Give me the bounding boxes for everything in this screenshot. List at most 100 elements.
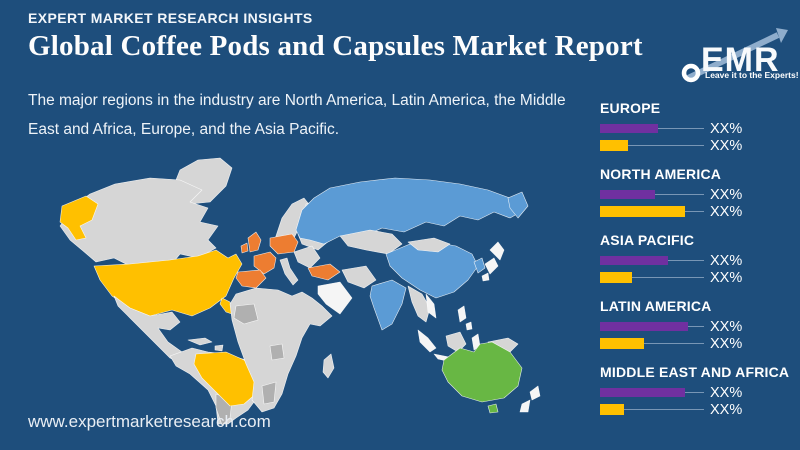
- legend-heading: LATIN AMERICA: [600, 298, 712, 314]
- map-central-africa-patch: [269, 343, 285, 361]
- yellow-bar: [600, 404, 624, 415]
- legend-bar-row-yellow: XX%: [600, 137, 796, 154]
- percent-label: XX%: [710, 335, 743, 352]
- legend-bar-row-purple: XX%: [600, 120, 796, 137]
- legend-heading: EUROPE: [600, 100, 661, 116]
- description: The major regions in the industry are No…: [28, 86, 588, 144]
- legend-bar-row-purple: XX%: [600, 318, 796, 335]
- purple-bar: [600, 190, 655, 199]
- legend-heading: MIDDLE EAST AND AFRICA: [600, 364, 790, 380]
- map-sumatra: [417, 329, 437, 353]
- legend-heading: ASIA PACIFIC: [600, 232, 695, 248]
- percent-label: XX%: [710, 318, 743, 335]
- leader-line: [655, 194, 704, 195]
- description-line-1: The major regions in the industry are No…: [28, 92, 566, 109]
- map-vietnam: [425, 293, 437, 319]
- map-germany-poland: [269, 233, 299, 255]
- map-florida: [219, 297, 233, 315]
- map-india: [369, 279, 407, 331]
- percent-label: XX%: [710, 186, 743, 203]
- legend-bar-row-purple: XX%: [600, 186, 796, 203]
- logo-tagline: Leave it to the Experts!: [705, 70, 799, 80]
- map-mongolia: [407, 237, 451, 253]
- map-indochina: [407, 285, 431, 323]
- yellow-bar: [600, 206, 685, 217]
- map-kamchatka: [507, 191, 529, 219]
- legend-bar-row-yellow: XX%: [600, 269, 796, 286]
- legend-region-latin-america: LATIN AMERICA XX% XX%: [600, 298, 796, 352]
- map-ireland: [240, 242, 249, 254]
- map-uk: [247, 231, 262, 253]
- purple-bar: [600, 124, 658, 133]
- emr-logo-graphic: EMR: [681, 28, 788, 83]
- legend-bar-row-yellow: XX%: [600, 401, 796, 418]
- map-central-asia: [339, 229, 403, 255]
- map-japan-main: [484, 257, 499, 275]
- map-west-africa-patch: [233, 303, 259, 325]
- footer-url[interactable]: www.expertmarketresearch.com: [28, 412, 271, 431]
- percent-label: XX%: [710, 269, 743, 286]
- map-australia: [441, 341, 523, 403]
- map-southern-africa-patch: [261, 381, 277, 405]
- emr-logo: EMR Leave it to the Experts!: [680, 26, 799, 88]
- logo-text: EMR: [701, 41, 780, 79]
- map-arabia: [317, 281, 353, 315]
- map-japan-south: [481, 272, 490, 282]
- world-map: [59, 157, 541, 426]
- map-brazil: [193, 351, 261, 407]
- percent-label: XX%: [710, 384, 743, 401]
- legend-region-north-america: NORTH AMERICA XX% XX%: [600, 166, 796, 220]
- yellow-bar: [600, 140, 628, 151]
- legend-region-europe: EUROPE XX% XX%: [600, 100, 796, 154]
- percent-label: XX%: [710, 120, 743, 137]
- description-line-2: East and Africa, Europe, and the Asia Pa…: [28, 121, 340, 138]
- region-legend: EUROPE XX% XX% NORTH AMERICA XX% XX% ASI…: [600, 100, 796, 430]
- eyebrow-label: EXPERT MARKET RESEARCH INSIGHTS: [28, 10, 313, 26]
- purple-bar: [600, 388, 685, 397]
- leader-line: [685, 392, 704, 393]
- page-title: Global Coffee Pods and Capsules Market R…: [28, 30, 643, 62]
- legend-heading: NORTH AMERICA: [600, 166, 722, 182]
- percent-label: XX%: [710, 203, 743, 220]
- percent-label: XX%: [710, 137, 743, 154]
- leader-line: [624, 409, 704, 410]
- map-mexico: [113, 295, 195, 367]
- map-tasmania: [487, 403, 499, 414]
- leader-line: [658, 128, 704, 129]
- leader-line: [628, 145, 704, 146]
- legend-bar-row-yellow: XX%: [600, 203, 796, 220]
- map-balkans: [293, 245, 321, 269]
- leader-line: [668, 260, 704, 261]
- map-russia: [295, 177, 525, 245]
- logo-ring-icon: [681, 63, 701, 83]
- map-cuba: [187, 337, 213, 346]
- percent-label: XX%: [710, 252, 743, 269]
- legend-bar-row-yellow: XX%: [600, 335, 796, 352]
- yellow-bar: [600, 338, 644, 349]
- growth-arrow-icon: [684, 28, 788, 82]
- map-usa: [93, 249, 243, 317]
- map-philippines-south: [465, 321, 473, 331]
- map-new-zealand-south: [519, 399, 531, 413]
- legend-region-middle-east-and-africa: MIDDLE EAST AND AFRICA XX% XX%: [600, 364, 796, 418]
- map-iran: [341, 265, 377, 289]
- legend-bar-row-purple: XX%: [600, 384, 796, 401]
- map-france: [253, 251, 277, 275]
- map-korea: [473, 257, 486, 274]
- map-italy: [279, 257, 299, 286]
- leader-line: [632, 277, 704, 278]
- purple-bar: [600, 256, 668, 265]
- legend-bar-row-purple: XX%: [600, 252, 796, 269]
- legend-region-asia-pacific: ASIA PACIFIC XX% XX%: [600, 232, 796, 286]
- leader-line: [644, 343, 704, 344]
- map-iberia: [235, 269, 267, 289]
- leader-line: [688, 326, 704, 327]
- map-philippines: [457, 305, 467, 323]
- map-turkey: [307, 263, 341, 281]
- map-canada: [59, 177, 219, 267]
- map-new-zealand-north: [529, 385, 541, 401]
- map-japan-north: [489, 241, 505, 261]
- leader-line: [685, 211, 704, 212]
- percent-label: XX%: [710, 401, 743, 418]
